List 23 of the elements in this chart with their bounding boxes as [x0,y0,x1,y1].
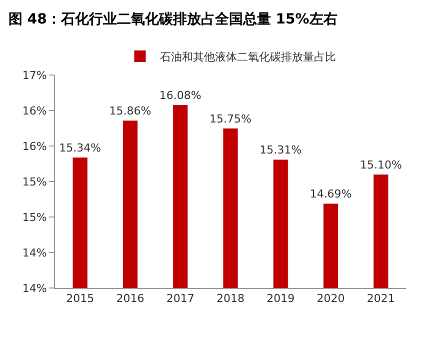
y-tick-label: 17% [22,68,47,82]
data-label: 14.69% [310,188,352,201]
data-label: 15.10% [360,158,402,172]
data-label: 15.34% [59,141,102,154]
chart-title: 图 48：石化行业二氧化碳排放占全国总量 15%左右 [8,11,338,28]
y-tick-label: 15% [22,175,47,188]
x-tick-label: 2017 [166,292,194,306]
y-tick-label: 15% [22,210,47,224]
x-tick-label: 2019 [266,292,295,306]
x-tick-label: 2018 [216,292,244,306]
y-tick-label: 14% [22,282,47,295]
data-label: 15.86% [109,104,152,118]
y-tick-label: 16% [22,140,47,153]
legend-label: 石油和其他液体二氧化碳排放量占比 [160,50,336,64]
y-tick-label: 16% [22,104,47,118]
x-tick-label: 2016 [116,292,144,306]
data-label: 16.08% [159,88,202,102]
y-tick-label: 14% [22,246,47,260]
x-tick-label: 2015 [66,292,94,306]
data-label: 15.75% [210,112,252,126]
x-tick-label: 2020 [316,292,345,306]
x-tick-label: 2021 [366,292,395,306]
data-label: 15.31% [260,143,302,156]
